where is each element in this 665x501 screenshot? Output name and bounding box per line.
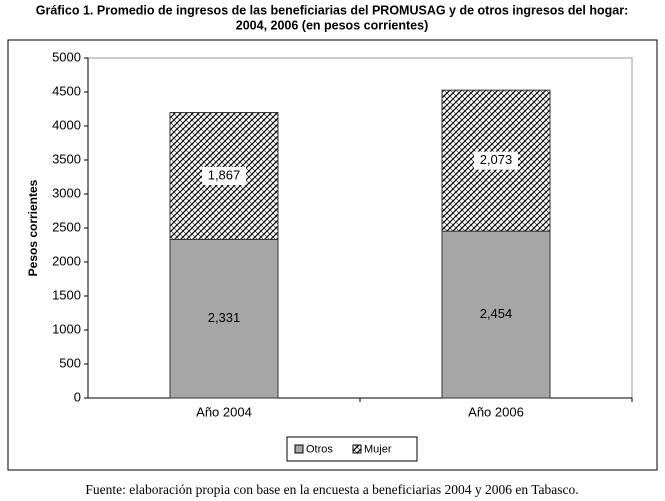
x-tick-label: Año 2006 [468, 404, 524, 419]
y-tick-label: 3500 [52, 151, 81, 166]
y-tick-label: 1500 [52, 287, 81, 302]
y-tick-label: 2000 [52, 253, 81, 268]
legend-label: Mujer [364, 443, 392, 455]
value-label: 1,867 [208, 167, 241, 182]
legend-swatch [294, 444, 304, 454]
value-label: 2,331 [208, 310, 241, 325]
x-tick-label: Año 2004 [196, 404, 252, 419]
legend-box [286, 436, 418, 462]
legend-label: Otros [306, 443, 333, 455]
chart-title: 2004, 2006 (en pesos corrientes) [236, 18, 428, 32]
value-label-box [474, 151, 518, 170]
y-tick-label: 3000 [52, 185, 81, 200]
y-tick-label: 500 [59, 355, 81, 370]
source-note: Fuente: elaboración propia con base en l… [85, 482, 578, 497]
y-tick-label: 5000 [52, 49, 81, 64]
value-label-box [202, 167, 246, 186]
value-label: 2,454 [480, 306, 513, 321]
y-axis-label: Pesos corrientes [26, 179, 40, 276]
chart-title: Gráfico 1. Promedio de ingresos de las b… [36, 3, 629, 17]
y-tick-label: 1000 [52, 321, 81, 336]
y-tick-label: 4500 [52, 83, 81, 98]
value-label: 2,073 [480, 152, 513, 167]
y-tick-label: 2500 [52, 219, 81, 234]
chart-frame [7, 39, 658, 471]
bar-segment [169, 238, 279, 399]
y-tick-label: 0 [74, 389, 81, 404]
legend-swatch [352, 444, 362, 454]
y-tick-label: 4000 [52, 117, 81, 132]
